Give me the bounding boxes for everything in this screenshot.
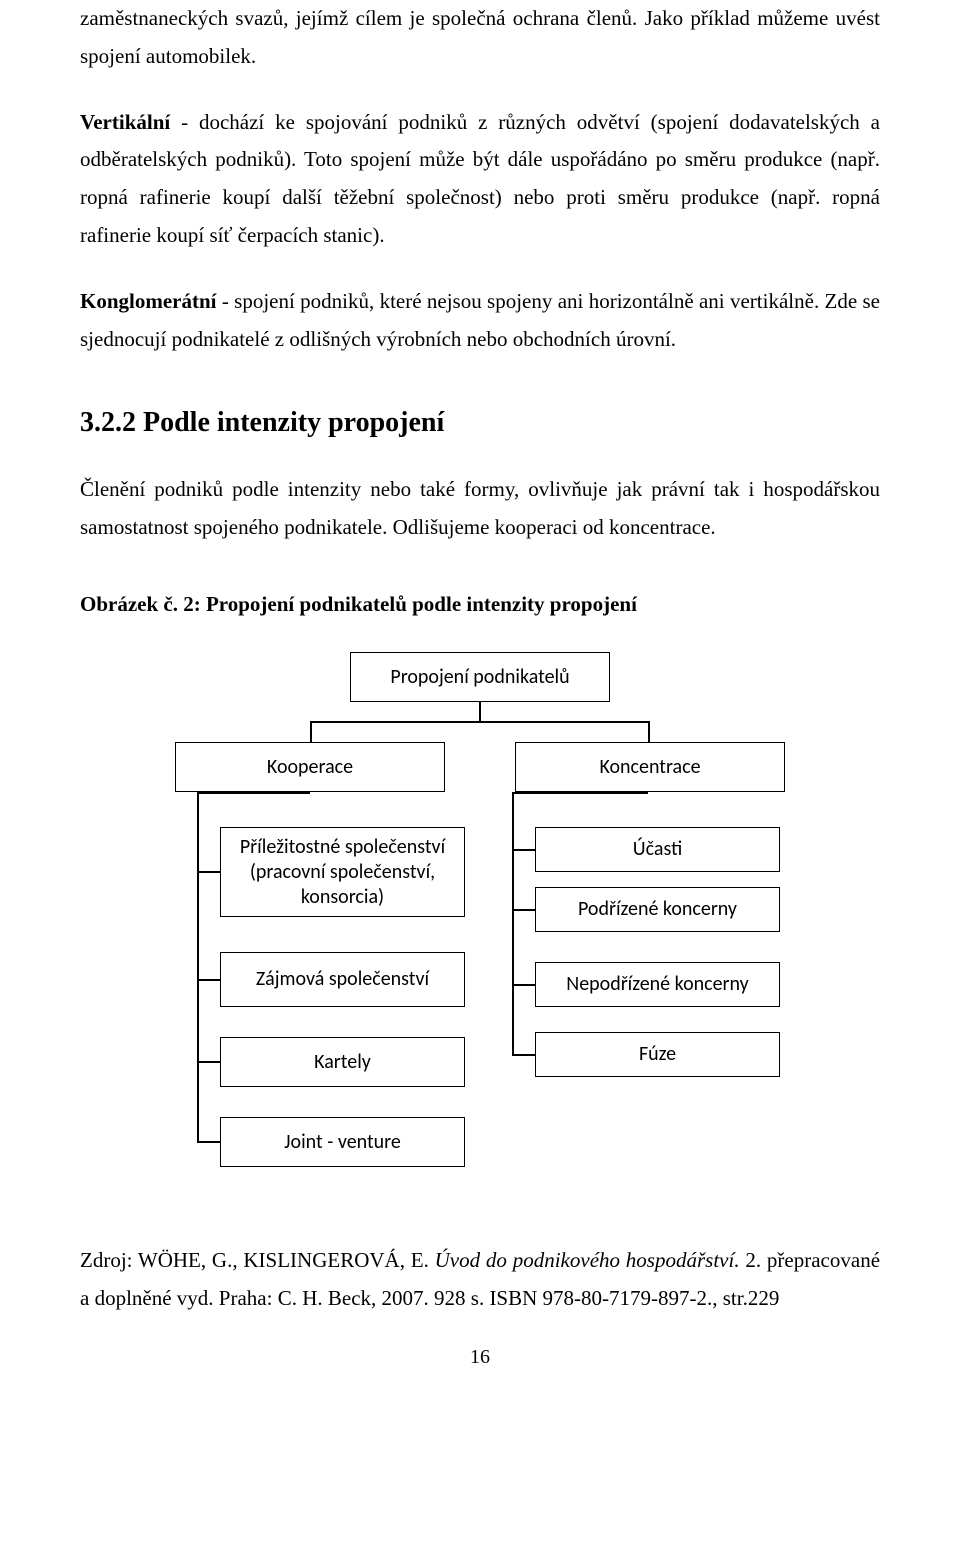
diagram-connector xyxy=(512,849,535,851)
diagram-connector xyxy=(512,984,535,986)
vertikalni-rest: - dochází ke spojování podniků z různých… xyxy=(80,110,880,247)
diagram-right-head: Koncentrace xyxy=(515,742,785,792)
diagram-right-item-2: Podřízené koncerny xyxy=(535,887,780,932)
heading-3-2-2: 3.2.2 Podle intenzity propojení xyxy=(80,398,880,448)
diagram-connector xyxy=(512,792,514,1054)
paragraph-2: Vertikální - dochází ke spojování podnik… xyxy=(80,104,880,255)
diagram-connector xyxy=(197,1061,220,1063)
diagram-connector xyxy=(512,792,648,794)
diagram-connector xyxy=(197,1141,220,1143)
page-number: 16 xyxy=(80,1339,880,1375)
diagram-connector xyxy=(512,1054,535,1056)
konglomeratni-lead: Konglomerátní xyxy=(80,289,217,313)
diagram-connector xyxy=(512,909,535,911)
diagram-left-item-2: Zájmová společenství xyxy=(220,952,465,1007)
diagram-connector xyxy=(310,721,650,723)
figure-source: Zdroj: WÖHE, G., KISLINGEROVÁ, E. Úvod d… xyxy=(80,1242,880,1318)
diagram-connector xyxy=(197,979,220,981)
paragraph-4: Členění podniků podle intenzity nebo tak… xyxy=(80,471,880,547)
diagram-connector xyxy=(197,792,310,794)
source-prefix: Zdroj: WÖHE, G., KISLINGEROVÁ, E. xyxy=(80,1248,435,1272)
diagram-connector xyxy=(648,721,650,742)
figure-caption: Obrázek č. 2: Propojení podnikatelů podl… xyxy=(80,586,880,624)
diagram-left-item-1: Příležitostné společenství (pracovní spo… xyxy=(220,827,465,917)
source-title: Úvod do podnikového hospodářství. xyxy=(435,1248,740,1272)
diagram-left-head: Kooperace xyxy=(175,742,445,792)
org-diagram: Propojení podnikatelů Kooperace Koncentr… xyxy=(140,652,820,1212)
diagram-connector xyxy=(479,702,481,722)
diagram-connector xyxy=(310,721,312,742)
document-page: zaměstnaneckých svazů, jejímž cílem je s… xyxy=(0,0,960,1415)
diagram-root-box: Propojení podnikatelů xyxy=(350,652,610,702)
diagram-right-item-1: Účasti xyxy=(535,827,780,872)
paragraph-3: Konglomerátní - spojení podniků, které n… xyxy=(80,283,880,359)
diagram-left-item-4: Joint - venture xyxy=(220,1117,465,1167)
diagram-right-item-4: Fúze xyxy=(535,1032,780,1077)
diagram-right-item-3: Nepodřízené koncerny xyxy=(535,962,780,1007)
diagram-left-item-3: Kartely xyxy=(220,1037,465,1087)
diagram-connector xyxy=(197,871,220,873)
diagram-connector xyxy=(197,792,199,1142)
vertikalni-lead: Vertikální xyxy=(80,110,170,134)
paragraph-1: zaměstnaneckých svazů, jejímž cílem je s… xyxy=(80,0,880,76)
